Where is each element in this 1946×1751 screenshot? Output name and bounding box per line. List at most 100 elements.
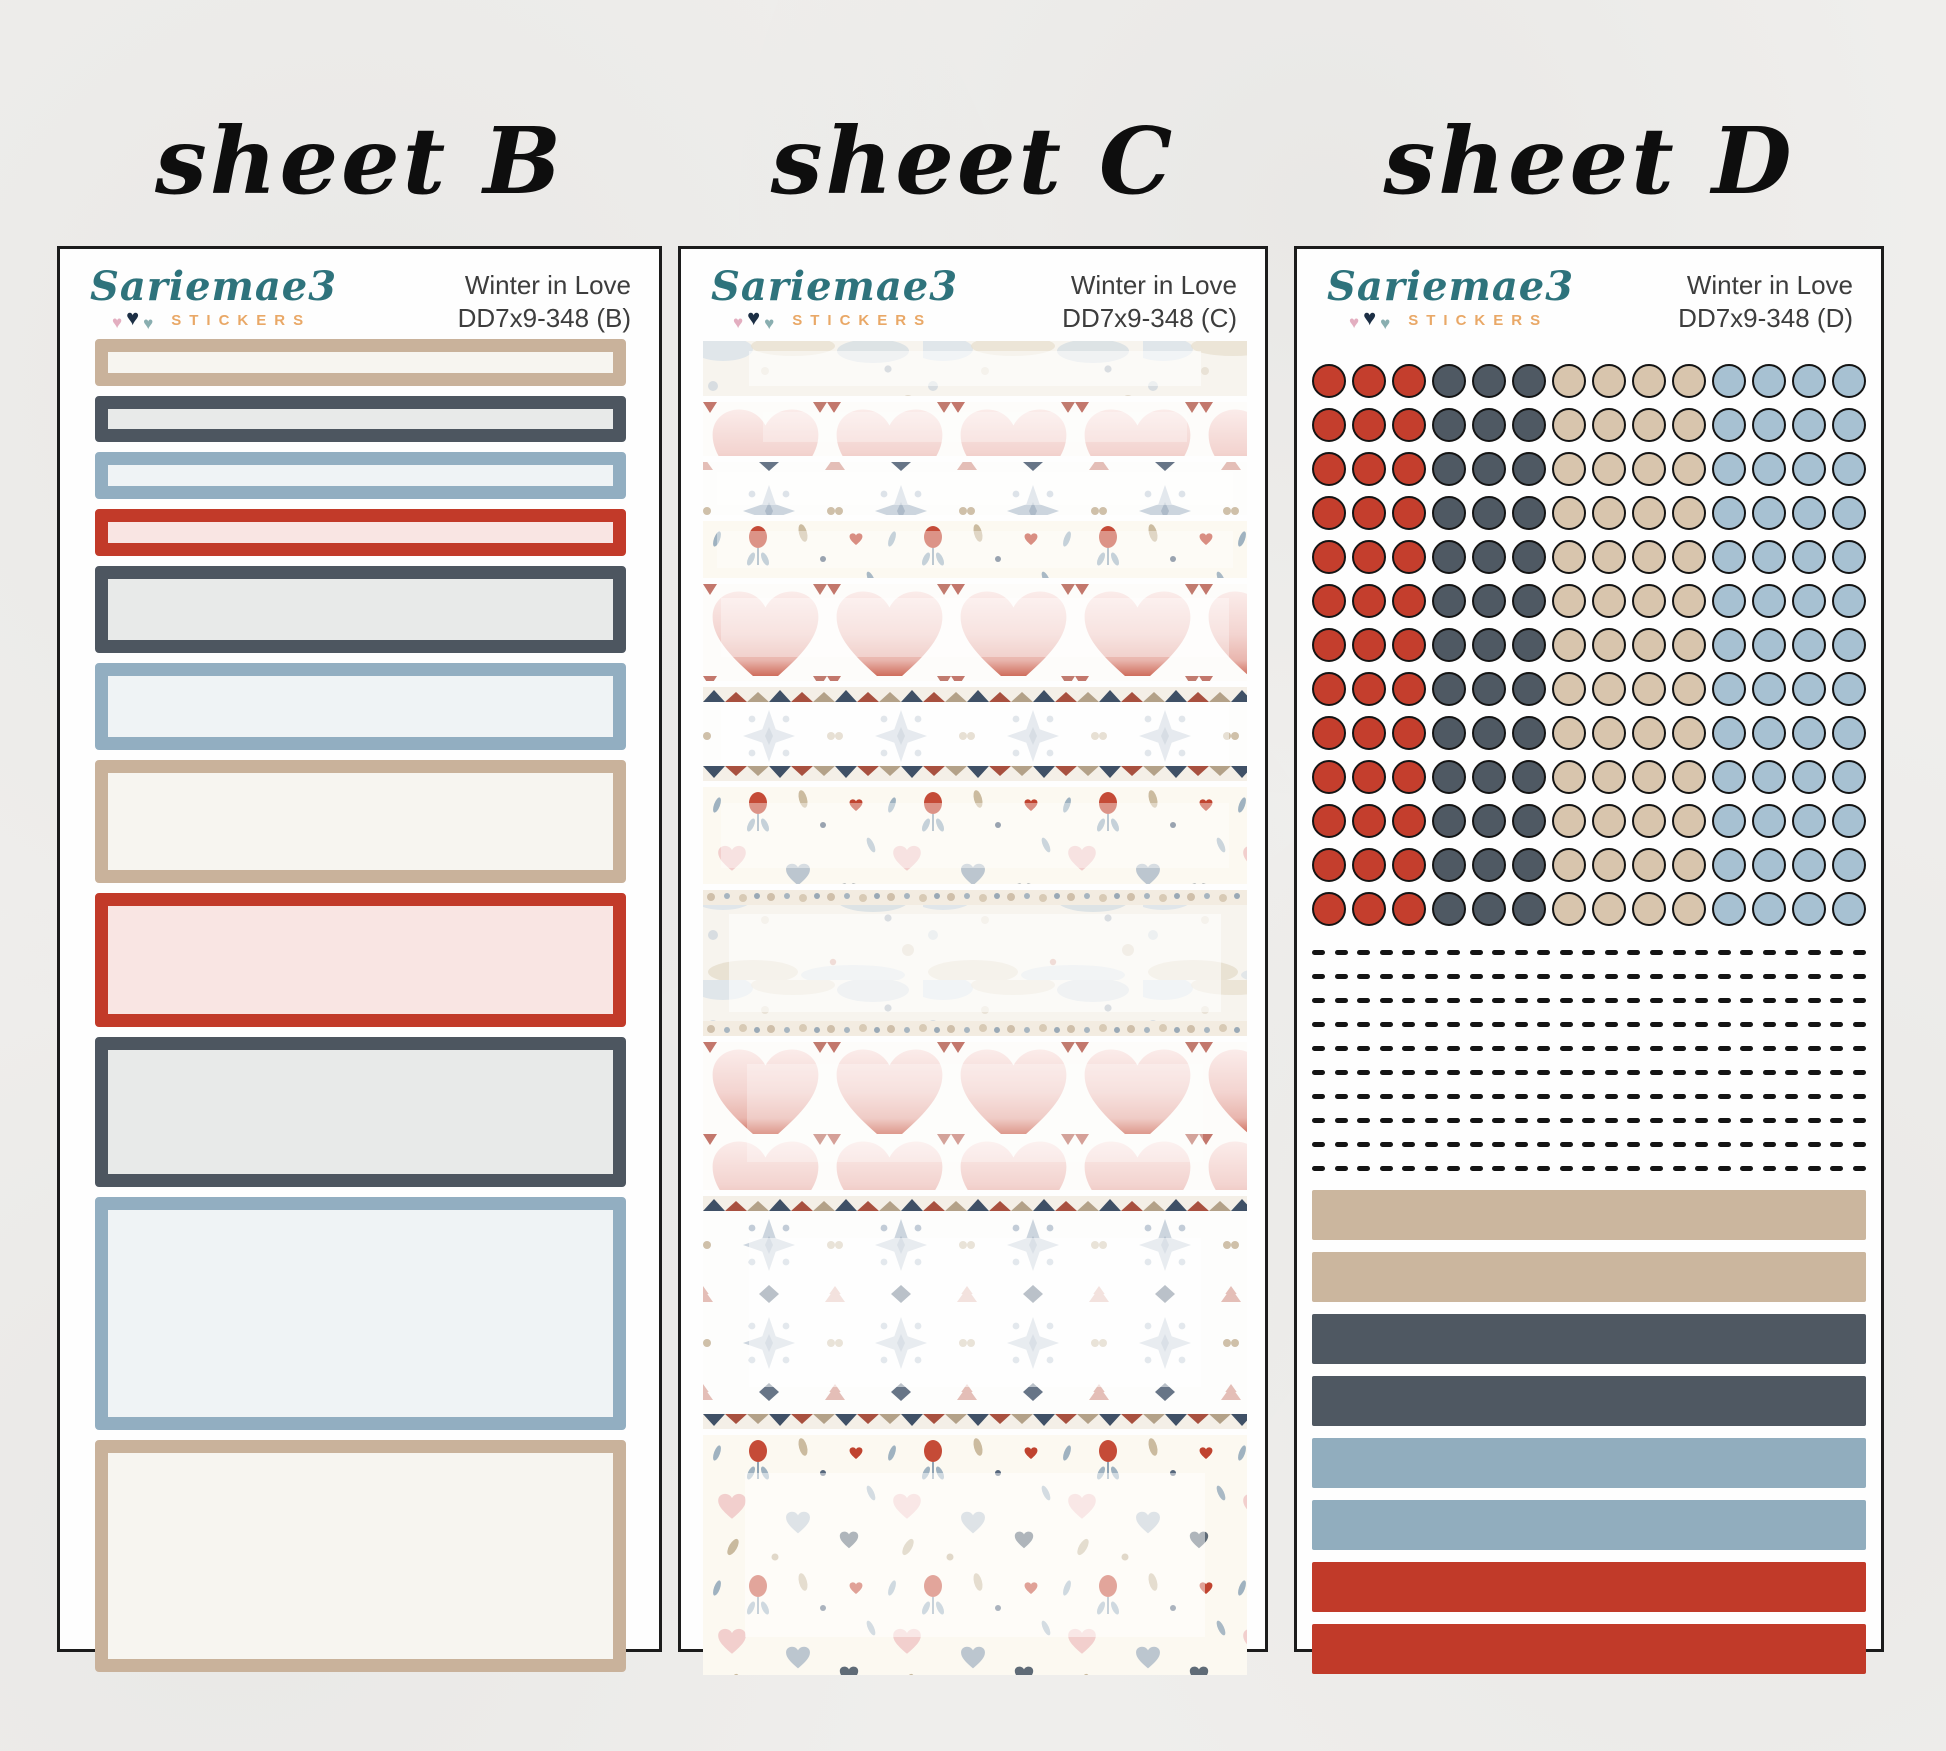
dash-sticker bbox=[1402, 1118, 1416, 1123]
dot-sticker bbox=[1352, 584, 1386, 618]
dot-sticker bbox=[1472, 584, 1506, 618]
sticker-inner-window bbox=[729, 914, 1221, 1012]
dot-sticker bbox=[1672, 364, 1706, 398]
dot-sticker bbox=[1512, 804, 1546, 838]
dot-sticker bbox=[1472, 540, 1506, 574]
dot-sticker bbox=[1312, 760, 1346, 794]
dash-sticker bbox=[1717, 1022, 1731, 1027]
sheet-b: Sariemae3 ♥ ♥ ♥ STICKERS Winter in Love … bbox=[57, 246, 662, 1672]
strip-stickers bbox=[1312, 1190, 1866, 1674]
dash-sticker bbox=[1424, 1142, 1438, 1147]
sticker-inner-window bbox=[717, 472, 1233, 505]
dot-sticker bbox=[1552, 584, 1586, 618]
dash-sticker bbox=[1627, 950, 1641, 955]
dot-sticker bbox=[1472, 452, 1506, 486]
dash-sticker bbox=[1312, 998, 1325, 1003]
dot-row bbox=[1312, 628, 1866, 662]
sheet-b-stickers bbox=[95, 339, 626, 1672]
dash-sticker bbox=[1379, 1142, 1393, 1147]
dash-sticker bbox=[1672, 998, 1686, 1003]
dot-sticker bbox=[1512, 496, 1546, 530]
dash-sticker bbox=[1402, 1094, 1416, 1099]
dash-sticker bbox=[1717, 1166, 1731, 1171]
dash-sticker bbox=[1695, 1094, 1709, 1099]
collection-name: Winter in Love bbox=[1686, 270, 1853, 300]
dash-sticker bbox=[1447, 1142, 1461, 1147]
brand-logo: Sariemae3 ♥ ♥ ♥ STICKERS bbox=[90, 267, 337, 333]
dash-sticker bbox=[1672, 950, 1686, 955]
dot-sticker bbox=[1552, 408, 1586, 442]
brand-logo: Sariemae3 ♥ ♥ ♥ STICKERS bbox=[711, 267, 958, 332]
dash-sticker bbox=[1582, 950, 1596, 955]
dash-sticker bbox=[1312, 1022, 1325, 1027]
dot-sticker bbox=[1552, 628, 1586, 662]
dot-sticker bbox=[1672, 408, 1706, 442]
dash-sticker bbox=[1379, 1118, 1393, 1123]
dot-sticker bbox=[1832, 540, 1866, 574]
dash-sticker bbox=[1649, 1046, 1663, 1051]
collection-name: Winter in Love bbox=[1070, 270, 1237, 300]
dash-sticker bbox=[1469, 1046, 1483, 1051]
dash-sticker bbox=[1357, 1118, 1371, 1123]
dot-sticker bbox=[1552, 540, 1586, 574]
dash-sticker bbox=[1627, 1046, 1641, 1051]
dot-sticker bbox=[1792, 540, 1826, 574]
sticker-box-red bbox=[95, 893, 626, 1027]
dash-sticker bbox=[1492, 1142, 1506, 1147]
dot-sticker bbox=[1392, 452, 1426, 486]
sticker-inner-window bbox=[745, 1473, 1205, 1637]
dash-sticker bbox=[1447, 1070, 1461, 1075]
dash-sticker bbox=[1492, 1046, 1506, 1051]
dash-sticker bbox=[1627, 1070, 1641, 1075]
dash-sticker bbox=[1357, 1166, 1371, 1171]
dash-sticker bbox=[1830, 950, 1844, 955]
dash-sticker bbox=[1604, 1166, 1618, 1171]
dash-sticker bbox=[1537, 1118, 1551, 1123]
dot-sticker bbox=[1592, 804, 1626, 838]
dash-sticker bbox=[1695, 1022, 1709, 1027]
dot-sticker bbox=[1392, 892, 1426, 926]
pattern-sticker-box-knit bbox=[703, 402, 1247, 456]
dash-sticker bbox=[1649, 1118, 1663, 1123]
dot-sticker bbox=[1632, 364, 1666, 398]
dash-sticker bbox=[1672, 1118, 1686, 1123]
dot-sticker bbox=[1832, 628, 1866, 662]
dot-sticker bbox=[1712, 716, 1746, 750]
dot-sticker bbox=[1352, 628, 1386, 662]
brand-name: Sariemae3 bbox=[1327, 263, 1575, 310]
dash-sticker bbox=[1762, 1142, 1776, 1147]
dot-sticker bbox=[1432, 584, 1466, 618]
dash-sticker bbox=[1807, 1046, 1821, 1051]
dot-sticker bbox=[1672, 848, 1706, 882]
dot-sticker bbox=[1432, 408, 1466, 442]
sticker-inner-window bbox=[749, 351, 1201, 386]
sheet-code: DD7x9-348 (D) bbox=[1678, 303, 1853, 333]
dash-sticker bbox=[1334, 950, 1348, 955]
dash-sticker bbox=[1717, 1142, 1731, 1147]
dash-sticker bbox=[1582, 1094, 1596, 1099]
dash-sticker bbox=[1672, 1094, 1686, 1099]
dash-sticker bbox=[1514, 1046, 1528, 1051]
dot-sticker bbox=[1592, 452, 1626, 486]
dash-sticker bbox=[1649, 1094, 1663, 1099]
dash-sticker bbox=[1627, 1166, 1641, 1171]
dash-sticker bbox=[1492, 1166, 1506, 1171]
dot-sticker bbox=[1352, 408, 1386, 442]
dash-sticker bbox=[1807, 1166, 1821, 1171]
dash-sticker bbox=[1492, 998, 1506, 1003]
dot-row bbox=[1312, 540, 1866, 574]
dash-sticker bbox=[1492, 950, 1506, 955]
dash-sticker bbox=[1649, 974, 1663, 979]
dot-sticker bbox=[1592, 716, 1626, 750]
dash-sticker bbox=[1695, 1118, 1709, 1123]
dot-sticker bbox=[1512, 628, 1546, 662]
heart-icon: ♥ bbox=[143, 313, 154, 333]
dot-sticker bbox=[1432, 364, 1466, 398]
dash-sticker bbox=[1695, 950, 1709, 955]
dash-row bbox=[1312, 1022, 1866, 1027]
sticker-inner-window bbox=[717, 531, 1233, 568]
sheet-c-title: sheet C bbox=[770, 107, 1176, 215]
dash-sticker bbox=[1514, 1070, 1528, 1075]
dash-sticker bbox=[1582, 1022, 1596, 1027]
dash-sticker bbox=[1785, 1046, 1799, 1051]
